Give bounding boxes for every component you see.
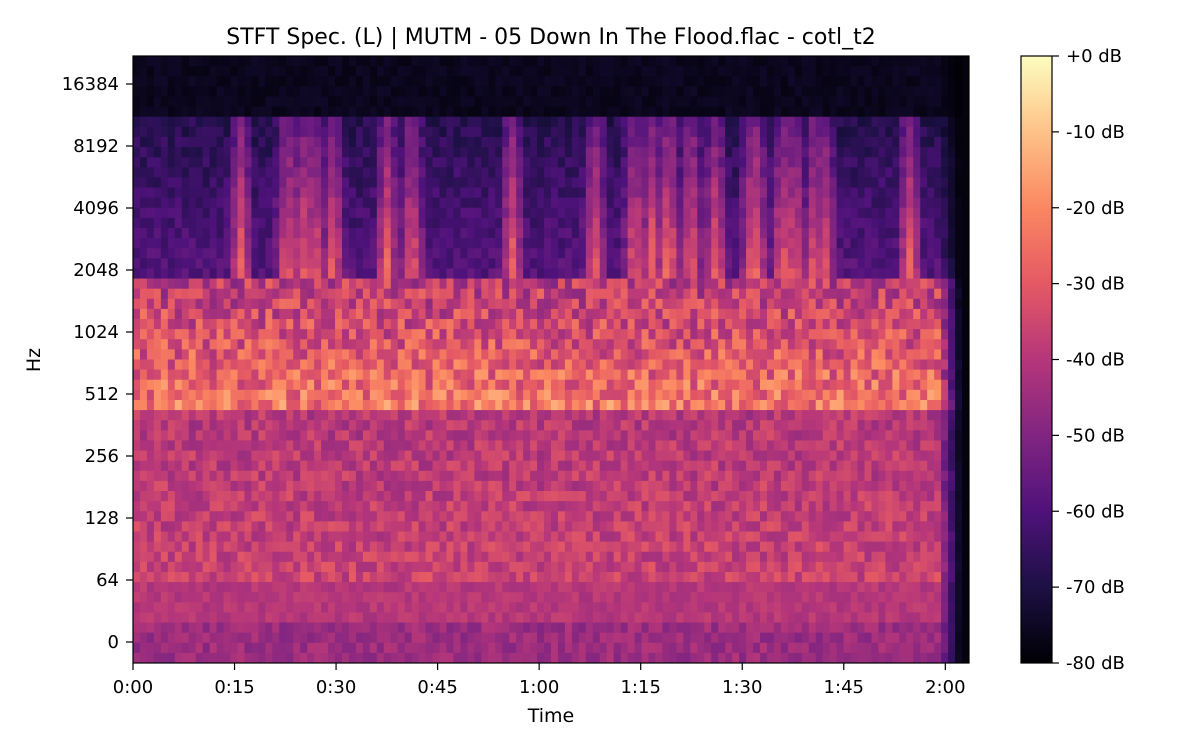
colorbar-tick-label: -70 dB — [1066, 577, 1125, 598]
y-tick-label: 8192 — [73, 136, 119, 157]
y-axis-ticks: 0 64 128 256 512 1024 2048 4096 8192 16384 — [62, 74, 133, 653]
y-tick-label: 2048 — [73, 260, 119, 281]
colorbar-tick-label: -20 dB — [1066, 198, 1125, 219]
colorbar-tick-label: -50 dB — [1066, 425, 1125, 446]
y-tick-label: 128 — [85, 508, 119, 529]
x-tick-label: 1:45 — [824, 677, 864, 698]
x-tick-label: 1:00 — [519, 677, 559, 698]
colorbar-tick-label: -60 dB — [1066, 501, 1125, 522]
x-tick-label: 0:00 — [113, 677, 153, 698]
y-tick-label: 64 — [96, 570, 119, 591]
x-axis-label: Time — [527, 705, 575, 727]
y-tick-label: 1024 — [73, 322, 119, 343]
x-axis-ticks: 0:00 0:15 0:30 0:45 1:00 1:15 1:30 1:45 2:00 — [113, 663, 966, 698]
colorbar-tick-label: -30 dB — [1066, 274, 1125, 295]
y-tick-label: 4096 — [73, 198, 119, 219]
colorbar-tick-label: -40 dB — [1066, 350, 1125, 371]
x-tick-label: 1:30 — [722, 677, 762, 698]
y-tick-label: 512 — [85, 384, 119, 405]
x-tick-label: 1:15 — [620, 677, 660, 698]
x-tick-label: 2:00 — [925, 677, 965, 698]
y-tick-label: 0 — [108, 632, 119, 653]
x-tick-label: 0:15 — [214, 677, 254, 698]
colorbar — [1021, 56, 1052, 663]
y-tick-label: 256 — [85, 446, 119, 467]
spectrogram-image — [133, 56, 970, 664]
y-tick-label: 16384 — [62, 74, 119, 95]
x-tick-label: 0:45 — [417, 677, 457, 698]
colorbar-tick-label: +0 dB — [1066, 46, 1122, 67]
y-axis-label: Hz — [23, 348, 45, 372]
x-tick-label: 0:30 — [316, 677, 356, 698]
colorbar-tick-label: -10 dB — [1066, 122, 1125, 143]
colorbar-tick-label: -80 dB — [1066, 653, 1125, 674]
colorbar-ticks: +0 dB -10 dB -20 dB -30 dB -40 dB -50 dB -60 d… — [1052, 46, 1125, 674]
chart-title: STFT Spec. (L) | MUTM - 05 Down In The F… — [226, 25, 875, 50]
